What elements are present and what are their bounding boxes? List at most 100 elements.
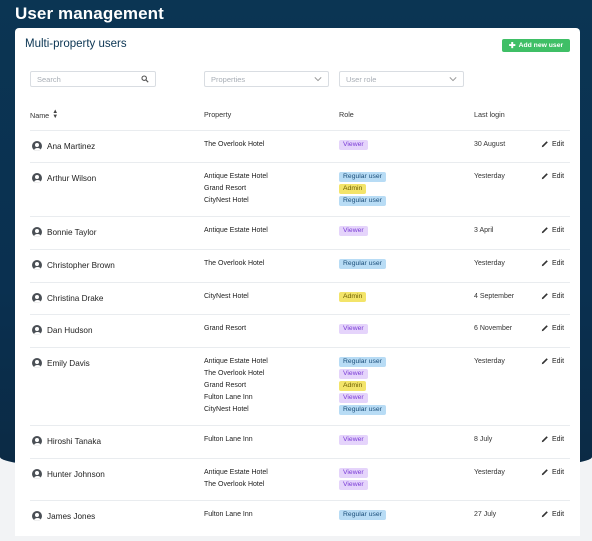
edit-label: Edit <box>552 226 565 234</box>
role-badge: Admin <box>339 381 367 391</box>
search-input[interactable]: Search <box>30 71 156 87</box>
column-header-role: Role <box>339 110 354 119</box>
last-login: 27 July <box>474 511 497 518</box>
card-title: Multi-property users <box>25 38 127 50</box>
property-name: Antique Estate Hotel <box>204 358 268 365</box>
properties-select[interactable]: Properties <box>204 71 329 87</box>
avatar-icon <box>32 325 42 335</box>
pencil-icon <box>541 259 549 267</box>
table-row: Emily Davis Antique Estate Hotel The Overl… <box>30 347 570 426</box>
role-badge: Viewer <box>339 480 368 490</box>
edit-label: Edit <box>552 435 565 443</box>
role-badge: Regular user <box>339 196 386 206</box>
role-placeholder: User role <box>346 74 377 84</box>
column-header-property: Property <box>204 110 232 119</box>
property-list: Antique Estate Hotel The Overlook Hotel <box>204 468 268 492</box>
table-row: Ana Martinez The Overlook Hotel Viewer 30 A… <box>30 130 570 163</box>
property-list: CityNest Hotel <box>204 292 249 304</box>
last-login: Yesterday <box>474 358 505 365</box>
edit-button[interactable]: Edit <box>541 510 564 518</box>
pencil-icon <box>541 226 549 234</box>
pencil-icon <box>541 140 549 148</box>
role-badge: Viewer <box>339 226 368 236</box>
last-login: Yesterday <box>474 260 505 267</box>
role-badge: Viewer <box>339 435 368 445</box>
plus-icon: ✚ <box>508 40 516 50</box>
role-select[interactable]: User role <box>339 71 464 87</box>
property-name: Antique Estate Hotel <box>204 227 268 234</box>
add-user-button[interactable]: ✚ Add new user <box>502 39 570 52</box>
avatar-icon <box>32 511 42 521</box>
role-list: Regular user Viewer Admin Viewer Regular use… <box>339 357 386 417</box>
role-badge: Viewer <box>339 369 368 379</box>
chevron-down-icon <box>314 77 322 82</box>
property-name: Fulton Lane Inn <box>204 394 253 401</box>
edit-button[interactable]: Edit <box>541 324 564 332</box>
avatar-icon <box>32 469 42 479</box>
edit-button[interactable]: Edit <box>541 226 564 234</box>
property-name: The Overlook Hotel <box>204 370 265 377</box>
property-list: Antique Estate Hotel <box>204 226 268 238</box>
property-list: The Overlook Hotel <box>204 140 264 152</box>
role-list: Viewer <box>339 324 368 336</box>
avatar-icon <box>32 227 42 237</box>
role-badge: Regular user <box>339 405 386 415</box>
role-badge: Viewer <box>339 140 368 150</box>
user-name: James Jones <box>47 512 96 521</box>
property-list: Grand Resort <box>204 324 246 336</box>
edit-label: Edit <box>552 468 565 476</box>
table-row: Dan Hudson Grand Resort Viewer 6 November Ed… <box>30 314 570 348</box>
column-header-name[interactable]: Name ▲ ▼ <box>30 109 59 120</box>
edit-label: Edit <box>552 357 565 365</box>
property-name: The Overlook Hotel <box>204 481 265 488</box>
role-badge: Regular user <box>339 172 386 182</box>
role-badge: Viewer <box>339 468 368 478</box>
edit-button[interactable]: Edit <box>541 259 564 267</box>
sort-icon: ▲ ▼ <box>52 109 59 120</box>
edit-button[interactable]: Edit <box>541 435 564 443</box>
pencil-icon <box>541 292 549 300</box>
role-list: Regular user Admin Regular user <box>339 172 386 208</box>
property-name: Grand Resort <box>204 185 247 192</box>
pencil-icon <box>541 435 549 443</box>
edit-label: Edit <box>552 140 565 148</box>
table-row: James Jones Fulton Lane Inn Regular user 27… <box>30 500 570 541</box>
edit-label: Edit <box>552 510 565 518</box>
property-name: The Overlook Hotel <box>204 141 265 148</box>
role-list: Viewer <box>339 435 368 447</box>
last-login: 30 August <box>474 141 506 148</box>
role-list: Viewer Viewer <box>339 468 368 492</box>
user-name: Ana Martinez <box>47 142 96 151</box>
role-badge: Regular user <box>339 510 386 520</box>
property-name: Fulton Lane Inn <box>204 511 253 518</box>
role-badge: Viewer <box>339 324 368 334</box>
edit-button[interactable]: Edit <box>541 357 564 365</box>
avatar-icon <box>32 436 42 446</box>
role-badge: Admin <box>339 292 367 302</box>
avatar-icon <box>32 141 42 151</box>
property-name: Antique Estate Hotel <box>204 469 268 476</box>
last-login: Yesterday <box>474 469 505 476</box>
property-name: The Overlook Hotel <box>204 260 265 267</box>
edit-button[interactable]: Edit <box>541 172 564 180</box>
last-login: 6 November <box>474 325 513 332</box>
user-name: Dan Hudson <box>47 326 93 335</box>
avatar-icon <box>32 173 42 183</box>
last-login: 4 September <box>474 293 515 300</box>
role-list: Regular user <box>339 510 386 522</box>
edit-button[interactable]: Edit <box>541 468 564 476</box>
user-name: Arthur Wilson <box>47 174 97 183</box>
user-name: Bonnie Taylor <box>47 228 97 237</box>
avatar-icon <box>32 293 42 303</box>
properties-placeholder: Properties <box>211 74 246 84</box>
property-name: Grand Resort <box>204 325 247 332</box>
chevron-down-icon <box>449 77 457 82</box>
edit-button[interactable]: Edit <box>541 140 564 148</box>
table-row: Hiroshi Tanaka Fulton Lane Inn Viewer 8 Jul… <box>30 425 570 459</box>
edit-button[interactable]: Edit <box>541 292 564 300</box>
edit-label: Edit <box>552 259 565 267</box>
edit-label: Edit <box>552 292 565 300</box>
add-user-label: Add new user <box>518 42 564 49</box>
edit-label: Edit <box>552 172 565 180</box>
user-name: Emily Davis <box>47 359 90 368</box>
